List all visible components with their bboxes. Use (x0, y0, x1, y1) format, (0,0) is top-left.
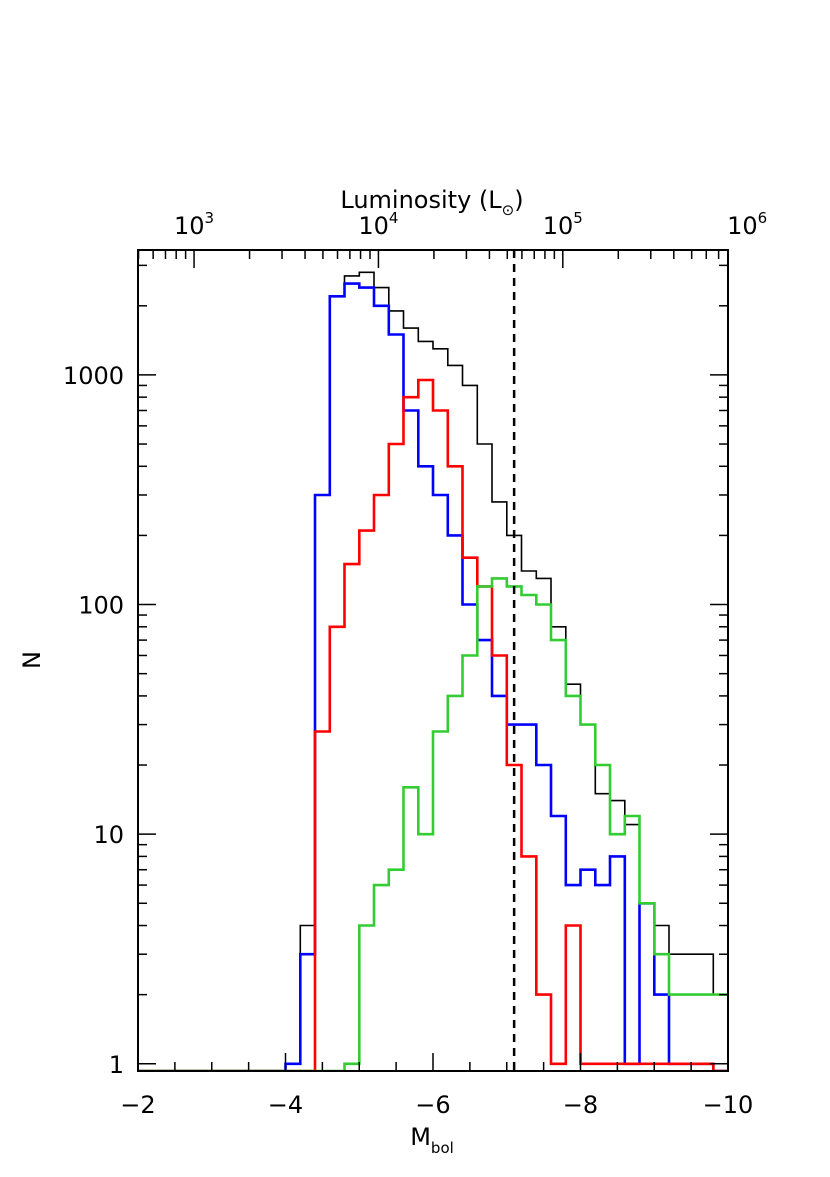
y-tick-label: 10 (93, 821, 124, 849)
series-3-histogram (138, 577, 728, 1071)
top-axis-title: Luminosity (L⊙) (340, 186, 523, 219)
top-tick-label: 106 (727, 209, 767, 240)
series-1-histogram (138, 282, 728, 1071)
y-tick-label: 1000 (63, 362, 124, 390)
x-axis-title: Mbol (410, 1123, 454, 1157)
ticks-layer (137, 250, 729, 1071)
y-tick-label: 100 (78, 592, 124, 620)
top-tick-label: 103 (174, 209, 214, 240)
x-tick-label: −4 (268, 1091, 303, 1119)
top-tick-label: 105 (543, 209, 583, 240)
labels-layer: −2 −4 −6 −8 −10 103 104 105 106 1 10 100 1000 (63, 209, 767, 1119)
x-tick-label: −6 (415, 1091, 450, 1119)
y-axis-title: N (18, 651, 46, 669)
x-tick-label: −8 (563, 1091, 598, 1119)
top-tick-label: 104 (358, 209, 398, 240)
x-tick-label: −10 (703, 1091, 754, 1119)
series-2-histogram (138, 378, 728, 1071)
y-tick-label: 1 (109, 1051, 124, 1079)
x-tick-label: −2 (120, 1091, 155, 1119)
series-layer (138, 271, 728, 1071)
